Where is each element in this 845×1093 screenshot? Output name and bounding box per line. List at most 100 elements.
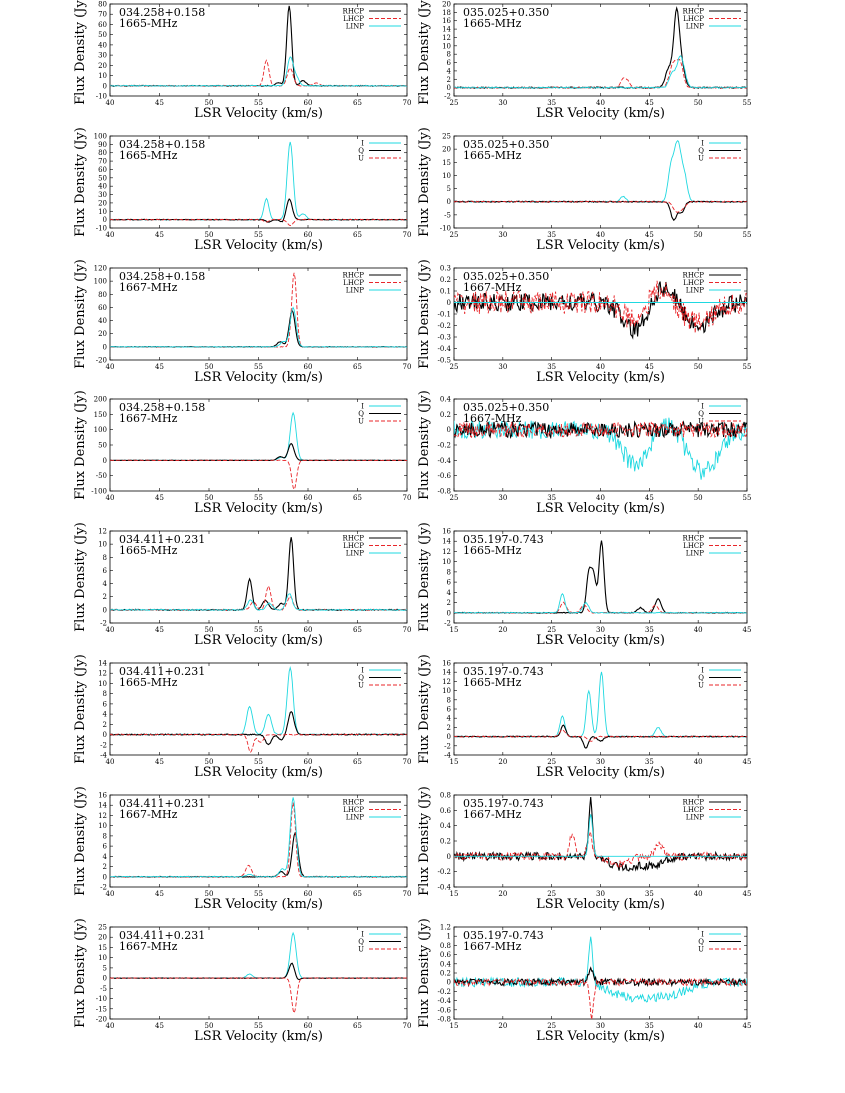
y-tick-label: 14 [442, 669, 451, 677]
series-line-u [110, 733, 407, 753]
x-tick-label: 60 [304, 890, 313, 898]
legend-label: I [701, 931, 704, 939]
y-tick-label: 6 [103, 700, 108, 708]
y-tick-label: 0 [103, 343, 107, 351]
y-tick-label: 120 [94, 265, 107, 273]
frequency-label: 1665-MHz [119, 17, 178, 30]
x-tick-label: 45 [155, 890, 164, 898]
legend-label: LHCP [683, 279, 704, 287]
y-tick-label: 2 [447, 599, 451, 607]
panel-12: 40 45 50 55 60 65 70 -2 0 2 4 6 8 10 12 14 16 LSR Velocit… [73, 786, 411, 912]
legend-label: RHCP [683, 8, 705, 16]
y-tick-label: 4 [447, 715, 452, 723]
series-line-u [110, 218, 407, 227]
y-tick-label: 6 [103, 843, 108, 851]
source-name: 035.197-0.743 [463, 929, 544, 942]
frequency-label: 1665-MHz [463, 544, 522, 557]
series-line-q [454, 420, 747, 440]
x-tick-label: 45 [155, 494, 164, 502]
x-axis-label: LSR Velocity (km/s) [536, 238, 665, 253]
legend-label: I [701, 667, 704, 675]
panel-9: 15 20 25 30 35 40 45 -2 0 2 4 6 8 10 12 14 16 LSR Velocit… [417, 522, 751, 648]
x-tick-label: 45 [155, 231, 164, 239]
y-tick-label: 2 [103, 721, 107, 729]
legend-label: U [698, 418, 704, 426]
series-line-u [454, 729, 747, 742]
y-tick-label: -0.4 [438, 457, 452, 465]
y-tick-label: 10 [442, 42, 451, 50]
y-tick-label: 6 [447, 579, 452, 587]
y-tick-label: 10 [442, 687, 451, 695]
x-tick-label: 45 [645, 99, 654, 107]
y-tick-label: 25 [442, 133, 451, 141]
x-tick-label: 30 [498, 494, 507, 502]
source-name: 034.411+0.231 [119, 929, 205, 942]
frequency-label: 1665-MHz [463, 676, 522, 689]
source-name: 035.025+0.350 [463, 6, 549, 19]
x-tick-label: 15 [450, 1022, 459, 1030]
legend-label: RHCP [343, 535, 365, 543]
x-tick-label: 60 [304, 363, 313, 371]
y-tick-label: 100 [94, 133, 107, 141]
panel-14: 40 45 50 55 60 65 70 -20 -15 -10 -5 0 5 10 15 20 25 LSR V… [73, 918, 411, 1044]
x-tick-label: 30 [498, 99, 507, 107]
x-tick-label: 35 [547, 494, 556, 502]
y-tick-label: 2 [447, 724, 451, 732]
x-tick-label: 65 [353, 890, 362, 898]
y-tick-label: 70 [98, 158, 107, 166]
legend-label: LHCP [343, 15, 364, 23]
x-tick-label: 15 [450, 626, 459, 634]
x-tick-label: 50 [205, 1022, 214, 1030]
source-name: 034.411+0.231 [119, 797, 205, 810]
x-tick-label: 60 [304, 99, 313, 107]
y-axis-label: Flux Density (Jy) [417, 390, 432, 500]
y-tick-label: 90 [98, 141, 107, 149]
frequency-label: 1665-MHz [119, 149, 178, 162]
y-axis-label: Flux Density (Jy) [73, 259, 88, 369]
y-tick-label: 8 [447, 696, 451, 704]
y-tick-label: 15 [442, 159, 451, 167]
y-tick-label: 100 [94, 426, 107, 434]
x-tick-label: 55 [254, 363, 263, 371]
legend-label: RHCP [683, 799, 705, 807]
x-tick-label: 55 [743, 363, 752, 371]
legend-label: U [358, 155, 364, 163]
legend-label: I [701, 140, 704, 148]
x-axis-label: LSR Velocity (km/s) [194, 106, 323, 121]
y-tick-label: -2 [100, 884, 107, 892]
x-tick-label: 50 [205, 494, 214, 502]
y-tick-label: 0 [447, 609, 451, 617]
y-axis-label: Flux Density (Jy) [417, 259, 432, 369]
y-tick-label: 4 [103, 711, 108, 719]
y-axis-label: Flux Density (Jy) [417, 654, 432, 764]
y-tick-label: 50 [98, 31, 107, 39]
y-tick-label: 2 [103, 593, 107, 601]
frequency-label: 1667-MHz [463, 412, 522, 425]
legend-label: LINP [686, 23, 705, 31]
y-tick-label: 0 [447, 426, 451, 434]
x-tick-label: 55 [254, 99, 263, 107]
y-tick-label: 12 [442, 548, 451, 556]
legend-label: RHCP [683, 535, 705, 543]
y-tick-label: 6 [103, 567, 108, 575]
series-line-q [110, 198, 407, 223]
series-line-linp [110, 797, 407, 878]
legend-label: I [361, 403, 364, 411]
y-tick-label: 8 [447, 568, 451, 576]
legend-label: LHCP [343, 542, 364, 550]
y-tick-label: -0.8 [438, 488, 452, 496]
y-tick-label: 20 [98, 199, 107, 207]
panel-7: 25 30 35 40 45 50 55 -0.8 -0.6 -0.4 -0.2 0 0.2 0.4 LSR… [417, 390, 751, 516]
y-tick-label: 40 [98, 41, 107, 49]
y-tick-label: 80 [98, 291, 107, 299]
x-tick-label: 60 [304, 494, 313, 502]
legend-label: Q [358, 674, 364, 682]
y-tick-label: 12 [98, 528, 107, 536]
y-tick-label: 10 [442, 172, 451, 180]
y-axis-label: Flux Density (Jy) [417, 127, 432, 237]
frequency-label: 1667-MHz [463, 281, 522, 294]
y-tick-label: 100 [94, 278, 107, 286]
legend-label: LINP [346, 23, 365, 31]
x-axis-label: LSR Velocity (km/s) [194, 501, 323, 516]
x-tick-label: 40 [596, 363, 605, 371]
